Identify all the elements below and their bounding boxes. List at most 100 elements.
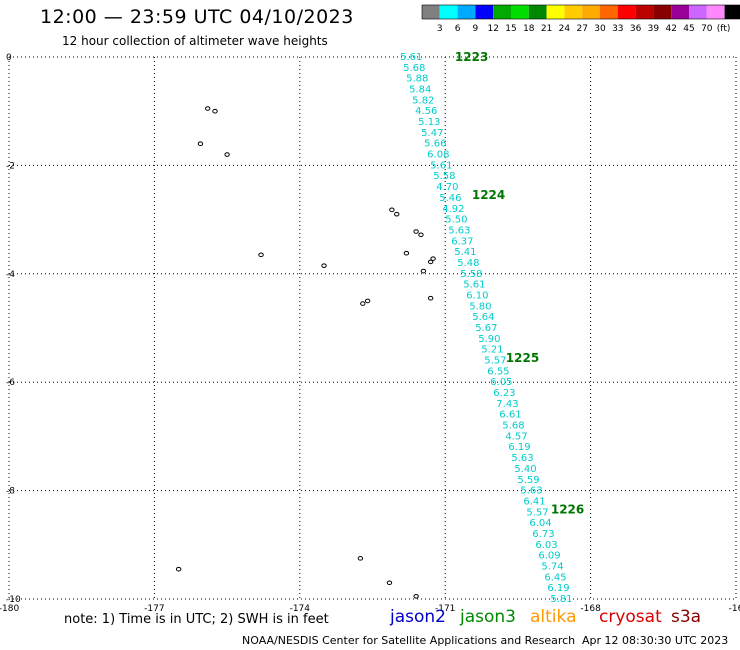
colorbar-tick-label: 33 [612,24,623,34]
swh-value-label: 5.88 [406,74,428,85]
swh-value-label: 6.04 [529,518,551,529]
swh-value-label: 5.81 [550,594,572,605]
pass-time-label: 1226 [551,503,584,517]
swh-value-label: 5.58 [460,269,482,280]
swh-value-label: 7.43 [496,399,518,410]
colorbar-swatch [493,5,511,19]
colorbar-swatch [422,5,440,19]
swh-value-label: 4.57 [505,431,527,442]
colorbar-tick-label: 30 [594,24,606,34]
colorbar-swatch [546,5,565,19]
island-outline [360,301,366,306]
swh-value-label: 5.61 [463,280,485,291]
swh-value-label: 5.90 [478,334,500,345]
island-outline [364,298,371,304]
colorbar-tick-label: 39 [648,24,660,34]
colorbar-swatch [706,5,725,19]
x-tick-label: -180 [0,604,19,614]
legend-jason3: jason3 [460,607,516,627]
colorbar-swatch [439,5,458,19]
island-outline [420,268,427,274]
pass-time-label: 1224 [472,188,505,202]
swh-value-label: 5.21 [481,345,503,356]
y-tick-label: -4 [6,270,15,280]
swh-value-label: 5.63 [520,486,542,497]
colorbar-tick-label: 9 [473,24,479,34]
swh-value-label: 6.19 [547,583,569,594]
colorbar-frame [421,4,740,20]
colorbar-swatch [564,5,583,19]
island-outline [430,256,436,261]
x-tick-label: -168 [580,604,601,614]
swh-value-label: 6.37 [451,236,473,247]
x-tick-label: -171 [435,604,455,614]
swh-value-label: 5.68 [403,63,425,74]
colorbar-tick-label: 12 [487,24,498,34]
island-outline [413,593,419,599]
island-outline [258,252,264,258]
colorbar-tick-label: 18 [523,24,535,34]
swh-value-label: 5.41 [454,247,476,258]
island-outline [357,556,364,561]
colorbar-tick-label: 6 [455,24,461,34]
swh-value-label: 5.48 [457,258,479,269]
swh-value-label: 5.50 [445,215,467,226]
colorbar-swatch [582,5,600,19]
island-outline [389,207,395,213]
swh-value-label: 5.68 [502,421,524,432]
swh-value-label: 5.46 [439,193,461,204]
swh-value-label: 5.74 [541,561,563,572]
swh-value-label: 5.84 [409,85,431,96]
x-tick-label: -177 [144,604,164,614]
swh-value-label: 5.63 [511,453,533,464]
swh-value-label: 5.57 [526,507,548,518]
legend-cryosat: cryosat [599,607,662,627]
colorbar-swatch [617,5,636,19]
island-outline [427,259,434,265]
colorbar-tick-label: 24 [559,24,571,34]
pass-time-label: 1225 [506,351,539,365]
swh-value-label: 5.61 [430,160,452,171]
swh-value-label: 5.59 [517,475,539,486]
footer-timestamp: Apr 12 08:30:30 UTC 2023 [582,634,729,647]
swh-value-label: 5.13 [418,117,440,128]
colorbar-swatch [457,5,476,19]
island-outline [205,106,211,111]
colorbar-tick-label: 36 [630,24,642,34]
swh-value-label: 5.80 [469,301,491,312]
colorbar-tick-label: 70 [701,24,713,34]
legend-jason2: jason2 [390,607,446,627]
swh-value-label: 6.05 [490,377,512,388]
x-tick-label: -16 [729,604,740,614]
swh-value-label: 5.66 [424,139,446,150]
colorbar-tick-label: 21 [541,24,552,34]
island-outline [394,211,400,217]
island-outline [321,263,327,268]
chart-subtitle: 12 hour collection of altimeter wave hei… [62,34,328,48]
swh-value-label: 6.08 [427,150,449,161]
colorbar-tick-label: 27 [576,24,587,34]
island-outline [427,295,434,301]
swh-value-label: 6.23 [493,388,515,399]
footer-credit: NOAA/NESDIS Center for Satellite Applica… [242,634,576,647]
colorbar-swatch [511,5,529,19]
colorbar-swatch [653,5,672,19]
swh-value-label: 5.58 [433,171,455,182]
swh-value-label: 5.82 [412,95,434,106]
pass-time-label: 1223 [455,50,488,64]
swh-value-label: 5.40 [514,464,536,475]
y-tick-label: -6 [6,378,15,388]
x-tick-label: -174 [290,604,311,614]
swh-value-label: 6.61 [499,410,521,421]
colorbar: 3 6 9 12 15 18 21 24 27 30 33 36 39 42 45 70 (ft) [421,4,740,34]
colorbar-swatch [689,5,707,19]
swh-value-label: 4.70 [436,182,458,193]
island-outline [212,108,218,114]
legend-s3a: s3a [671,607,702,627]
colorbar-tick-label: 15 [505,24,516,34]
swh-value-label: 6.41 [523,496,545,507]
swh-value-label: 5.47 [421,128,443,139]
island-outline [403,250,410,256]
island-outline [224,152,230,157]
